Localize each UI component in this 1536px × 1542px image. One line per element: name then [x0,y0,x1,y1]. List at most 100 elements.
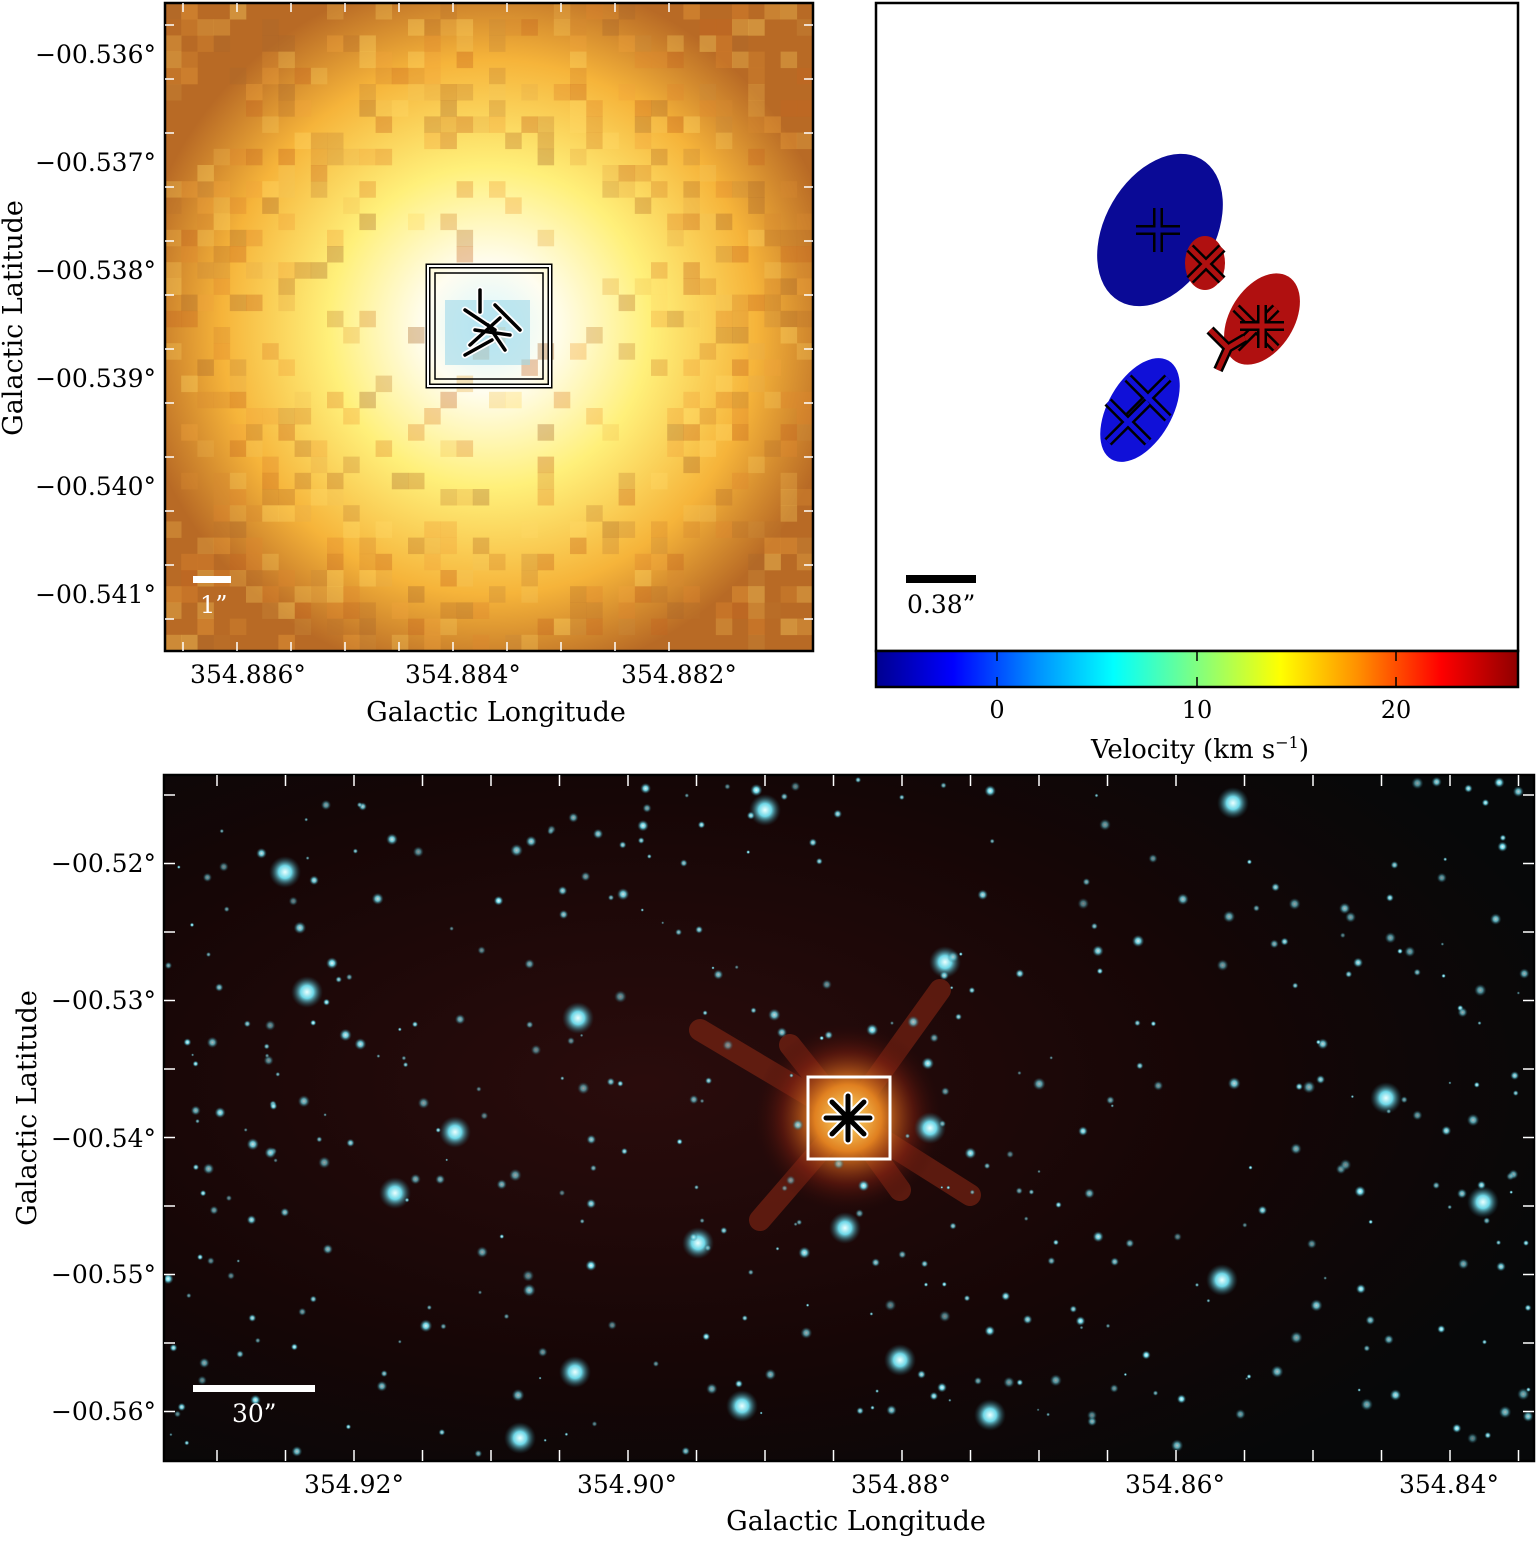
pixel-tile [262,51,279,69]
star [1522,1239,1530,1247]
pixel-tile [586,3,603,20]
pixel-tile [764,553,781,571]
pixel-tile [229,618,247,636]
star [798,1246,811,1259]
star [412,846,424,858]
star [493,895,504,906]
pixel-tile [424,116,441,133]
pixel-tile [246,537,263,555]
star [724,783,731,790]
star [1481,1339,1488,1345]
pixel-tile [278,570,295,587]
pixel-tile [343,521,360,538]
star [689,1094,699,1105]
star [759,1411,763,1415]
star [440,1323,447,1330]
pixel-tile [359,618,376,636]
star [1028,1189,1035,1195]
star [169,1343,178,1352]
star [560,1076,565,1081]
pixel-tile [537,472,555,490]
pixel-tile [262,116,279,133]
pixel-tile [748,586,765,603]
pixel-tile [213,521,231,538]
pixel-tile [683,602,700,619]
pixel-tile [634,278,652,295]
xtick-label: 354.84° [1399,1470,1499,1499]
pixel-tile [537,456,555,474]
star [354,1038,367,1051]
star [940,1185,944,1189]
pixel-tile [343,634,360,652]
star [318,1156,331,1169]
pixel-tile [424,19,441,36]
pixel-tile [505,391,522,409]
star [190,1105,201,1116]
pixel-tile [278,602,295,619]
ytick-label: −00.55° [51,1260,156,1289]
pixel-tile [764,391,781,409]
star [508,1168,522,1182]
pixel-tile [229,148,247,166]
pixel-tile [505,132,522,150]
pixel-tile [570,618,587,636]
star [1069,1305,1078,1313]
pixel-tile [310,67,328,85]
star [585,1259,597,1272]
star [476,1246,489,1258]
star [726,1390,758,1422]
star [1413,968,1421,976]
star [1477,1180,1486,1190]
pixel-tile [278,84,295,101]
pixel-tile [440,537,457,555]
star [706,1383,718,1395]
star [577,1082,590,1095]
pixel-tile [651,472,668,490]
pixel-tile [375,148,393,166]
pixel-tile [764,229,781,247]
pixel-tile [456,570,474,587]
pixel-tile [796,618,814,636]
pixel-tile [359,213,376,231]
pixel-tile [521,553,538,571]
pixel-tile [796,310,814,328]
star [746,811,756,820]
pixel-tile [181,310,198,328]
pixel-tile [456,229,474,247]
pixel-tile [359,570,376,587]
star [1049,1055,1054,1060]
star [269,1102,278,1111]
pixel-tile [213,19,231,36]
pixel-tile [651,51,668,69]
pixel-tile [310,181,328,198]
pixel-tile [732,602,749,619]
pixel-tile [262,505,279,522]
pixel-tile [764,213,781,231]
pixel-tile [310,570,328,587]
star [702,1010,708,1016]
pixel-tile [278,213,295,231]
star [503,1313,510,1320]
star [866,1023,879,1036]
star [722,1039,734,1051]
star [236,1350,244,1358]
star [929,1033,939,1043]
star [1037,1169,1041,1174]
pixel-tile [375,375,393,393]
pixel-tile [375,440,393,457]
star [1271,882,1280,892]
pixel-tile [197,618,214,636]
pixel-tile [537,489,555,506]
star [1360,1398,1374,1411]
ytick-label: −00.541° [35,580,156,609]
pixel-tile [651,100,668,117]
star [345,1424,352,1430]
pixel-tile [537,116,555,133]
pixel-tile [165,84,182,101]
pixel-tile [310,586,328,603]
pixel-tile [294,262,312,279]
pixel-tile [715,19,733,36]
pixel-tile [634,132,652,150]
star [764,1368,777,1381]
star [214,983,224,992]
